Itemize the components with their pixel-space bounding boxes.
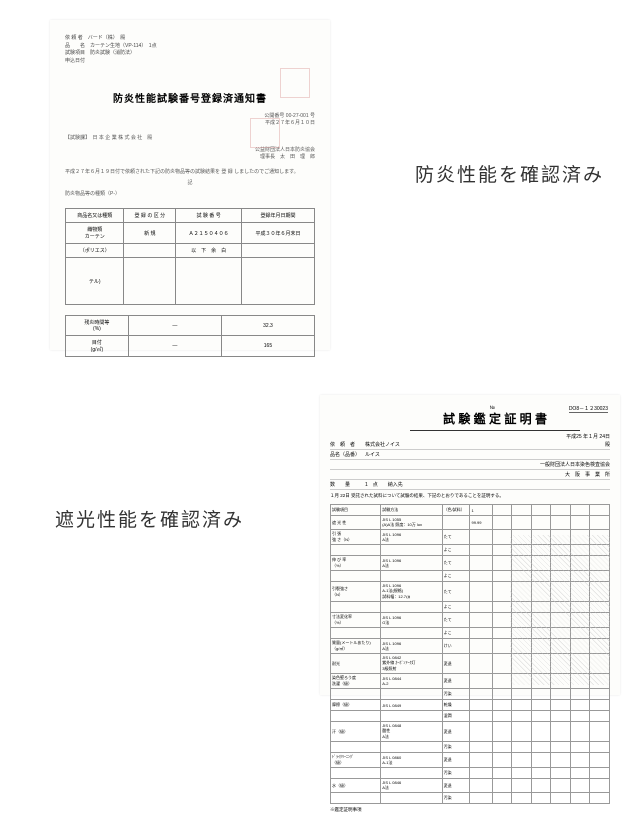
official-stamp-icon <box>280 68 310 98</box>
doc2-title: 試 験 鑑 定 証 明 書 <box>410 410 580 431</box>
doc1-issuer: 公益財団法人日本防炎協会 理事長 太 田 理 郎 <box>65 147 315 161</box>
doc2-body: １月 22日 受託された試料について試験の結果、下記のとおりであることを証明する… <box>330 493 610 499</box>
doc2-date: 平成25 年１月 24日 <box>330 433 610 440</box>
doc1-header: 依 頼 者 バード（株） 殿 品 名 カーテン生地（VP-114） 1点 試験項… <box>65 35 315 65</box>
label-fire-resistance: 防炎性能を確認済み <box>415 160 604 187</box>
doc2-header-rows: 依 頼 者株式会社ノイス殿 品名（品番）ルイス 一般財団法人日本染色検査協会 大… <box>330 440 610 490</box>
certificate-document-1: 依 頼 者 バード（株） 殿 品 名 カーテン生地（VP-114） 1点 試験項… <box>50 20 330 350</box>
official-stamp-icon <box>250 118 280 148</box>
doc1-body: 平成２７年６月１９日付で依頼された下記の防炎物品等の試験結果を 登 録 しました… <box>65 169 315 176</box>
doc1-note: 記 <box>65 180 315 187</box>
label-light-blocking: 遮光性能を確認済み <box>55 505 244 532</box>
doc1-table-2: 残炎時間等 (%) — 32.3 目付 (g/㎡) — 165 <box>65 315 315 357</box>
certificate-document-2: № DO8－１２30023 試 験 鑑 定 証 明 書 平成25 年１月 24日… <box>320 395 620 695</box>
doc2-footer: ※鑑定証明事項 <box>330 807 610 813</box>
doc2-no: DO8－１２30023 <box>569 405 608 413</box>
doc2-no-label: № <box>490 405 495 411</box>
doc1-title: 防炎性能試験番号登録済通知書 <box>65 90 315 105</box>
hatch-pattern <box>510 535 610 685</box>
doc1-section: 防炎物品等の種類（P-） <box>65 191 315 198</box>
doc1-table-1: 商品名又は種類 登 録 の 区 分 試 験 番 号 登録年月日期間 織物類 カー… <box>65 208 315 305</box>
